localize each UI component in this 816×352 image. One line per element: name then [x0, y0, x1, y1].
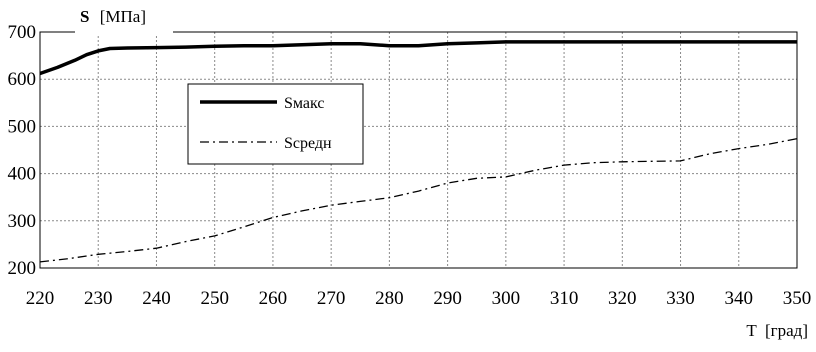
legend-label-smax: Sмакс: [284, 95, 325, 112]
x-tick-label: 310: [550, 288, 579, 309]
y-axis-title-background: [75, 6, 173, 36]
x-tick-label: 250: [200, 288, 229, 309]
x-tick-label: 220: [26, 288, 55, 309]
y-axis-symbol: S: [80, 7, 89, 26]
y-tick-label: 300: [8, 211, 37, 232]
plot-area-frame: [39, 31, 798, 269]
x-tick-label: 320: [608, 288, 637, 309]
series-line-smax: [39, 40, 797, 76]
series-layer: [39, 40, 798, 263]
y-tick-label: 400: [8, 164, 37, 185]
grid: [40, 32, 797, 268]
y-tick-label: 700: [8, 22, 37, 43]
x-tick-label: 350: [783, 288, 812, 309]
x-tick-label: 290: [433, 288, 462, 309]
legend-label-ssredn: Sсредн: [284, 135, 332, 152]
x-tick-label: 240: [142, 288, 171, 309]
legend: Sмакс Sсредн: [187, 83, 364, 165]
x-tick-label: 300: [492, 288, 521, 309]
x-tick-labels: 220 230 240 250 260 270 280 290 300 310 320 330 340 3…: [26, 288, 812, 309]
y-tick-label: 600: [8, 69, 37, 90]
y-tick-label: 200: [8, 258, 37, 279]
x-tick-label: 340: [725, 288, 754, 309]
x-tick-label: 330: [666, 288, 695, 309]
y-tick-labels: 200 300 400 500 600 700: [8, 22, 37, 279]
x-tick-label: 280: [375, 288, 404, 309]
series-line-ssredn: [39, 138, 798, 263]
svg-text:S [МПа]: S [МПа]: [80, 7, 146, 26]
y-axis-title: S [МПа]: [75, 6, 173, 36]
x-tick-label: 260: [259, 288, 288, 309]
legend-box: [187, 83, 364, 165]
x-tick-label: 270: [317, 288, 346, 309]
x-axis-title: T [град]: [746, 321, 808, 340]
y-axis-unit: [МПа]: [100, 7, 146, 26]
x-tick-label: 230: [84, 288, 113, 309]
y-tick-label: 500: [8, 116, 37, 137]
